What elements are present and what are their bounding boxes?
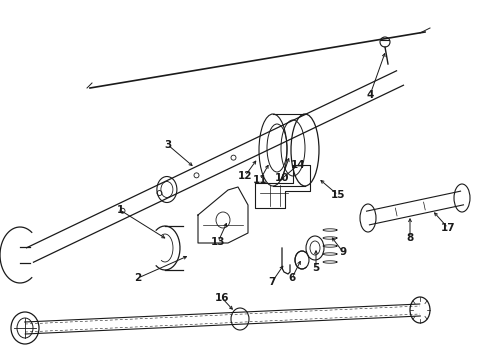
Text: 10: 10 [275, 173, 289, 183]
Text: 16: 16 [215, 293, 229, 303]
Text: 2: 2 [134, 273, 142, 283]
Text: 8: 8 [406, 233, 414, 243]
Text: 14: 14 [291, 160, 305, 170]
Text: 11: 11 [253, 175, 267, 185]
Text: 7: 7 [269, 277, 276, 287]
Text: 12: 12 [238, 171, 252, 181]
Text: 6: 6 [289, 273, 295, 283]
Text: 15: 15 [331, 190, 345, 200]
Text: 9: 9 [340, 247, 346, 257]
Text: 13: 13 [211, 237, 225, 247]
Text: 5: 5 [313, 263, 319, 273]
Text: 17: 17 [441, 223, 455, 233]
Text: 1: 1 [117, 205, 123, 215]
Text: 3: 3 [164, 140, 171, 150]
Text: 4: 4 [367, 90, 374, 100]
